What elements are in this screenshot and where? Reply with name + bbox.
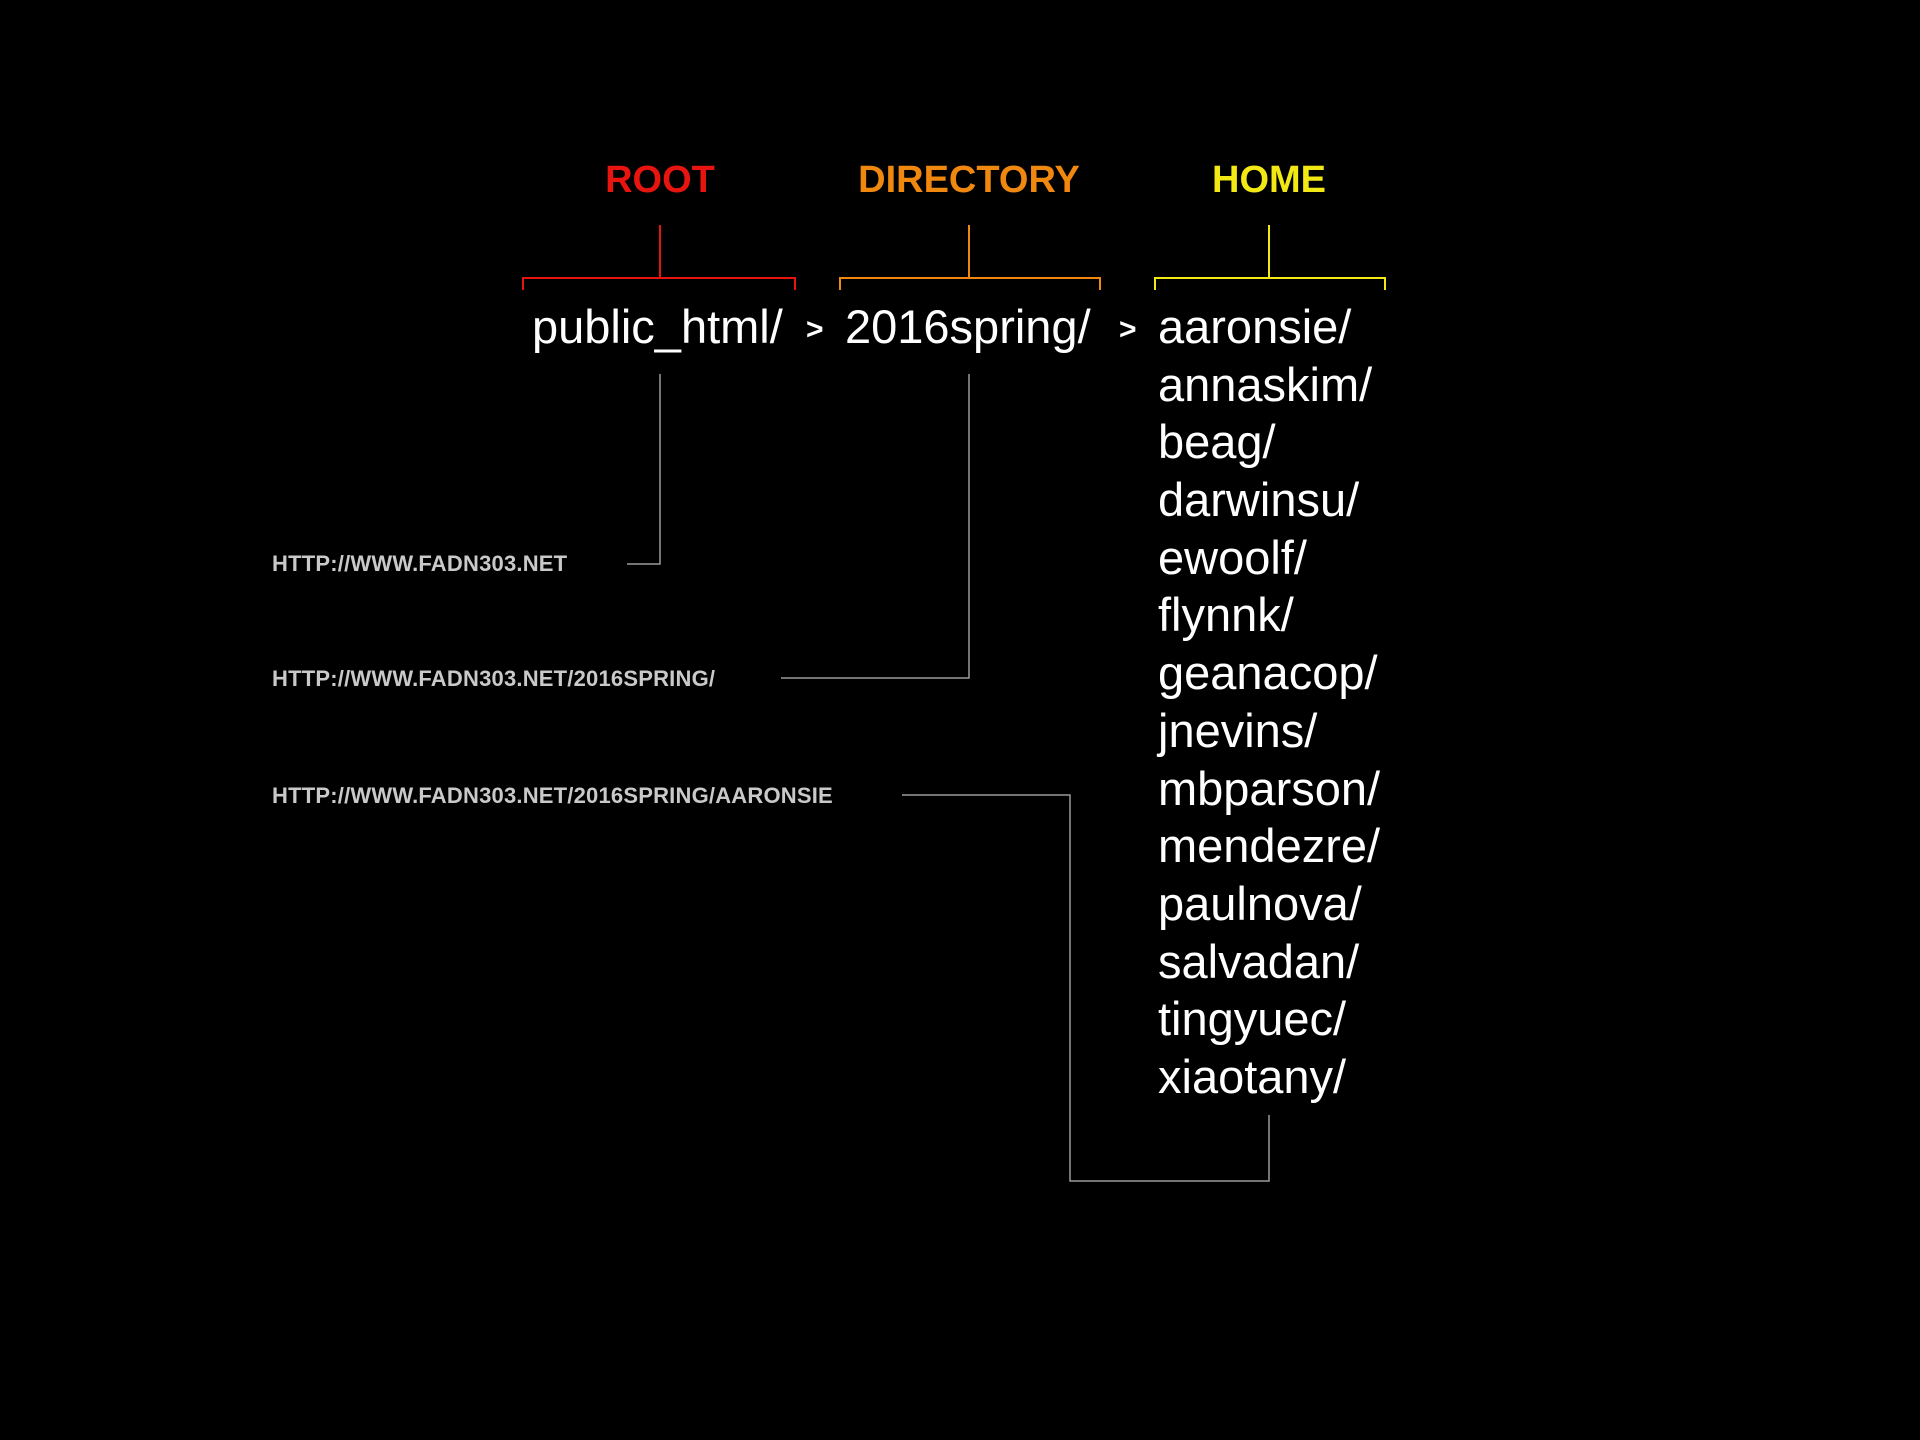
directory-url: HTTP://WWW.FADN303.NET/2016SPRING/ (272, 666, 716, 691)
root-url-leader (627, 374, 661, 565)
home-folder-item: jnevins/ (1158, 703, 1318, 757)
home-folder-item: ewoolf/ (1158, 530, 1307, 584)
path-separator-1: > (806, 313, 824, 346)
root-folder: public_html/ (532, 300, 783, 353)
home-folder-item: salvadan/ (1158, 934, 1360, 988)
home-folder-item: geanacop/ (1158, 646, 1378, 700)
path-separator-2: > (1119, 313, 1137, 346)
directory-label: DIRECTORY (858, 159, 1080, 201)
home-bracket (1154, 225, 1386, 290)
home-folder-item: tingyuec/ (1158, 992, 1347, 1046)
home-folder-item: paulnova/ (1158, 876, 1362, 930)
root-bracket (522, 225, 796, 290)
home-folder-item: xiaotany/ (1158, 1049, 1347, 1103)
home-url-leader (902, 794, 1270, 1182)
home-folder-item: aaronsie/ (1158, 300, 1352, 353)
home-folder-item: mendezre/ (1158, 819, 1381, 873)
home-folder-item: flynnk/ (1158, 588, 1294, 642)
root-url: HTTP://WWW.FADN303.NET (272, 551, 568, 576)
directory-bracket (839, 225, 1101, 290)
home-folder-list: aaronsie/ annaskim/ beag/ darwinsu/ ewoo… (1158, 296, 1380, 1104)
home-folder-item: darwinsu/ (1158, 473, 1360, 527)
home-folder-item: mbparson/ (1158, 761, 1381, 815)
home-folder-item: beag/ (1158, 415, 1276, 469)
directory-folder: 2016spring/ (845, 300, 1091, 353)
directory-url-leader (781, 374, 970, 679)
home-label: HOME (1212, 159, 1326, 201)
home-url: HTTP://WWW.FADN303.NET/2016SPRING/AARONS… (272, 783, 833, 808)
home-folder-item: annaskim/ (1158, 357, 1373, 411)
root-label: ROOT (605, 159, 715, 201)
